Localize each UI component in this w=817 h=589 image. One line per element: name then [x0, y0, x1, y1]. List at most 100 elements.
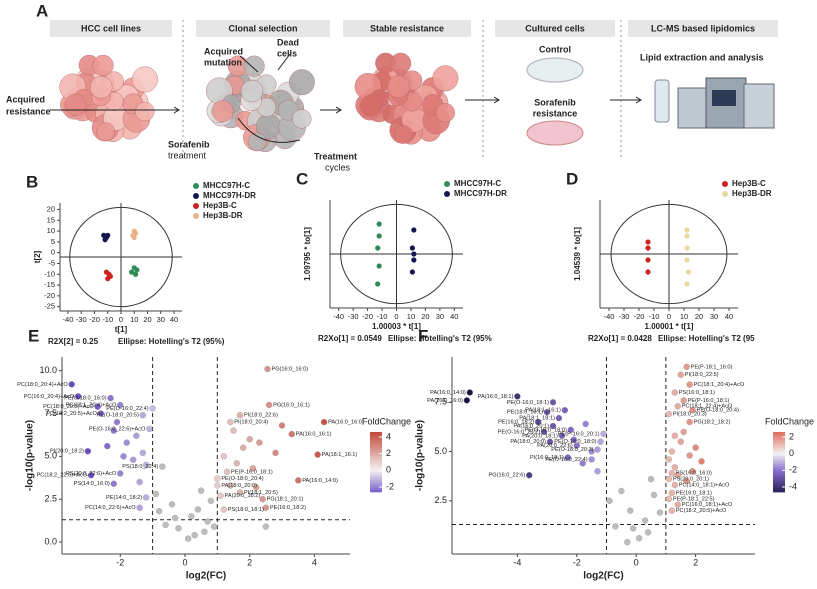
point-label: PG(18:1_20:1) [267, 497, 304, 503]
point [220, 506, 227, 513]
point [570, 436, 577, 443]
step-box [343, 20, 471, 37]
point [314, 451, 321, 458]
cells [59, 52, 459, 153]
cell [288, 69, 315, 96]
point-label: PA(18:0_20:0) [510, 439, 546, 445]
colorbar-cell [370, 458, 382, 461]
point [132, 230, 139, 236]
panel-a: A HCC cell lines Clonal selection Stable… [6, 1, 778, 172]
cell [394, 125, 413, 144]
point [230, 427, 237, 434]
legend-marker [722, 181, 728, 187]
point [534, 418, 542, 426]
point-label: PI(16:0_18:1) [530, 455, 564, 461]
note: Acquired [6, 94, 45, 104]
cell [389, 52, 412, 74]
point-label: PS(18:0_18:1) [228, 507, 264, 513]
colorbar-cell [370, 480, 382, 483]
colorbar-cell [370, 488, 382, 491]
point [411, 251, 417, 257]
point-label: PG(16:0_22:6) [489, 473, 526, 479]
point [84, 448, 92, 455]
point [246, 436, 253, 443]
colorbar-cell [370, 454, 382, 457]
point-label: PA(18:0_20:0) [221, 483, 257, 489]
point-label: PS(20:0_20:1) [673, 477, 709, 483]
cell [96, 122, 115, 142]
point-label: PE(16:0_18:2) [498, 419, 534, 425]
x-tick-label: 20 [695, 312, 703, 321]
point [110, 480, 117, 487]
point [683, 477, 690, 485]
note: resistance [533, 108, 578, 118]
point [105, 232, 111, 238]
note: Dead [277, 37, 299, 47]
point [102, 237, 108, 243]
colorbar-cell [773, 446, 785, 449]
x-tick-label: -10 [649, 312, 660, 321]
point [647, 475, 655, 483]
colorbar-cell [370, 486, 382, 489]
point [191, 532, 198, 539]
point-label: PA(16:0_14:0) [430, 390, 466, 396]
colorbar-title: FoldChange [765, 416, 814, 426]
point [207, 497, 215, 505]
y-axis-title: 1.09795 * to[1] [303, 227, 312, 281]
x-axis-title: t[1] [115, 325, 128, 334]
cell [135, 101, 155, 122]
colorbar-title: FoldChange [362, 416, 411, 426]
x-tick-label: -30 [348, 312, 359, 321]
x-tick-label: -30 [619, 312, 630, 321]
point [543, 409, 551, 416]
point [635, 535, 643, 542]
point-label: PC(14:0_22:6)+AcO [85, 505, 136, 511]
point [612, 523, 619, 530]
panel-label: F [418, 326, 428, 345]
note: Control [539, 44, 571, 54]
point [133, 432, 140, 439]
point [594, 468, 601, 475]
point [185, 535, 192, 542]
colorbar-cell [370, 460, 382, 463]
step-box [196, 20, 330, 37]
step-title: HCC cell lines [81, 23, 141, 33]
step-title: Cultured cells [525, 23, 585, 33]
x-axis-title: log2(FC) [186, 571, 227, 582]
x-tick-label: 30 [436, 312, 444, 321]
point [249, 465, 257, 472]
point [668, 489, 675, 497]
colorbar-cell [370, 476, 382, 479]
point-label: PC(18:1_22:4)+AcO [682, 404, 733, 410]
point [131, 234, 137, 241]
cell [240, 79, 264, 103]
point [526, 472, 533, 479]
colorbar-cell [773, 482, 785, 485]
colorbar-cell [370, 484, 382, 487]
volcano-chart: F -4 -2 0 2 2.5 5.0 7.5PA(16:0_14:0) PA(16:0_16:… [415, 326, 814, 581]
point-label: PG(16:0_16:1) [273, 402, 310, 408]
note: treatment [168, 150, 207, 160]
colorbar-cell [370, 438, 382, 441]
y-tick-label: 10.0 [39, 365, 57, 375]
y-axis-title: 1.04539 * to[1] [573, 227, 582, 281]
hotelling-ellipse [69, 206, 173, 308]
point [606, 497, 613, 504]
point [674, 472, 681, 479]
colorbar-cell [370, 468, 382, 471]
footer: Ellipse: Hotelling's T2 (95%) [118, 337, 225, 346]
colorbar-cell [773, 442, 785, 445]
y-tick-label: 5.0 [434, 446, 447, 456]
colorbar-cell [370, 440, 382, 443]
point [376, 263, 382, 269]
colorbar-cell [370, 442, 382, 445]
point [656, 509, 664, 516]
x-tick-label: 20 [143, 315, 151, 324]
point-label: PE(14:0_18:2) [106, 495, 142, 501]
point [188, 513, 195, 520]
point [75, 393, 82, 400]
colorbar-cell [773, 476, 785, 479]
y-tick-label: 2.5 [434, 495, 447, 505]
legend-label: Hep3B-DR [732, 189, 772, 198]
